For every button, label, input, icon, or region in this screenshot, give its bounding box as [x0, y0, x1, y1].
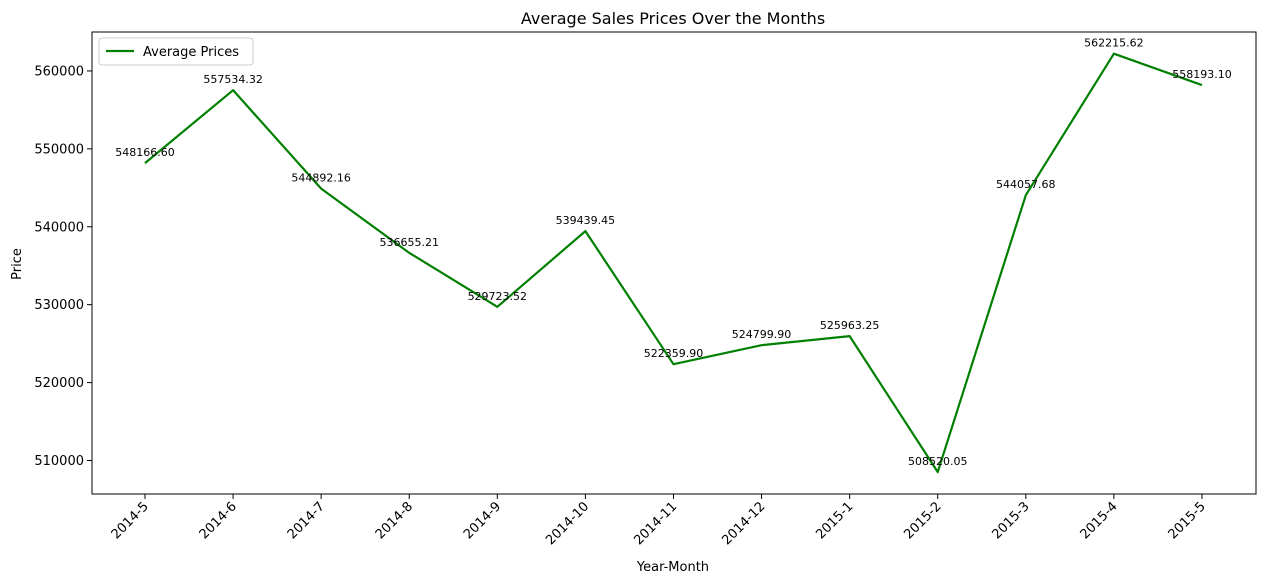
data-label: 525963.25	[820, 319, 880, 332]
y-tick-label: 560000	[34, 64, 84, 79]
data-label: 529723.52	[468, 290, 528, 303]
x-axis-label: Year-Month	[636, 560, 709, 575]
x-tick-label: 2014-8	[373, 499, 416, 542]
x-tick-label: 2014-5	[109, 499, 152, 542]
legend-box	[98, 37, 254, 66]
data-label: 544057.68	[996, 178, 1056, 191]
y-tick-label: 550000	[34, 142, 84, 157]
y-tick-label: 520000	[34, 376, 84, 391]
data-label: 508520.05	[908, 455, 968, 468]
x-tick-label: 2015-2	[901, 499, 944, 542]
plot-area	[91, 31, 1257, 495]
data-labels: 548166.60 557534.32 544892.16 536655.21 5297…	[115, 37, 1231, 468]
data-label: 544892.16	[291, 172, 351, 185]
y-tick-label: 510000	[34, 454, 84, 469]
series-line-average-prices	[144, 52, 1203, 474]
x-tick-label: 2014-7	[285, 499, 328, 542]
y-axis-label: Price	[10, 248, 25, 280]
legend-label: Average Prices	[143, 45, 239, 60]
x-tick-label: 2014-6	[197, 499, 240, 542]
x-tick-label: 2015-5	[1166, 499, 1209, 542]
x-tick-label: 2014-9	[461, 499, 504, 542]
x-tick-label: 2015-3	[989, 499, 1032, 542]
data-label: 562215.62	[1084, 37, 1144, 50]
x-tick-label: 2015-1	[813, 499, 856, 542]
data-label: 548166.60	[115, 146, 175, 159]
x-tick-label: 2014-12	[719, 499, 768, 548]
x-axis: 2014-5 2014-6 2014-7 2014-8 2014-9 2014-10 201…	[109, 494, 1209, 548]
data-label: 558193.10	[1172, 68, 1232, 81]
data-label: 539439.45	[556, 214, 616, 227]
data-label: 536655.21	[379, 236, 439, 249]
y-tick-label: 530000	[34, 298, 84, 313]
x-tick-label: 2014-11	[631, 499, 680, 548]
y-axis: 510000 520000 530000 540000 550000 560000	[34, 64, 92, 469]
chart-title: Average Sales Prices Over the Months	[521, 9, 825, 28]
x-tick-label: 2014-10	[543, 499, 592, 548]
x-tick-label: 2015-4	[1078, 499, 1121, 542]
data-label: 524799.90	[732, 328, 792, 341]
data-label: 522359.90	[644, 347, 704, 360]
y-tick-label: 540000	[34, 220, 84, 235]
legend: Average Prices	[98, 37, 254, 66]
data-label: 557534.32	[203, 73, 263, 86]
